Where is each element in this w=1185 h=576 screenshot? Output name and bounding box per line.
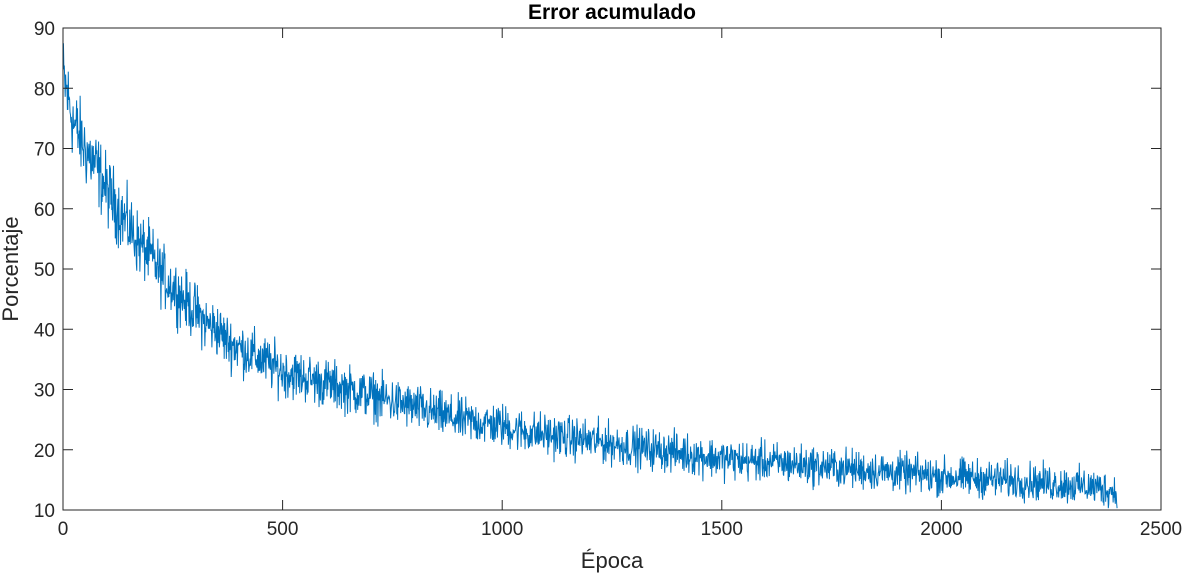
y-tick-label: 70 [34, 140, 55, 161]
y-axis-label: Porcentaje [0, 216, 23, 321]
y-tick-label: 20 [34, 441, 55, 462]
y-tick-label: 80 [34, 79, 55, 100]
x-tick-label: 2500 [1140, 519, 1182, 540]
series-layer [62, 43, 1118, 509]
x-tick-label: 1000 [481, 519, 523, 540]
y-tick-label: 60 [34, 200, 55, 221]
x-tick-label: 500 [267, 519, 299, 540]
x-tick-label: 0 [58, 519, 69, 540]
y-tick-label: 30 [34, 381, 55, 402]
y-tick-label: 90 [34, 19, 55, 40]
x-axis-ticks: 0 500 1000 1500 2000 2500 [58, 28, 1182, 540]
error-series-line [62, 43, 1118, 509]
y-tick-label: 40 [34, 320, 55, 341]
x-axis-label: Época [581, 548, 644, 573]
y-tick-label: 10 [34, 501, 55, 522]
chart-title: Error acumulado [528, 1, 696, 24]
x-tick-label: 1500 [701, 519, 743, 540]
x-tick-label: 2000 [920, 519, 962, 540]
y-axis-ticks: 10 20 30 40 50 60 70 80 90 [34, 19, 1161, 522]
y-tick-label: 50 [34, 260, 55, 281]
plot-background [63, 28, 1161, 510]
